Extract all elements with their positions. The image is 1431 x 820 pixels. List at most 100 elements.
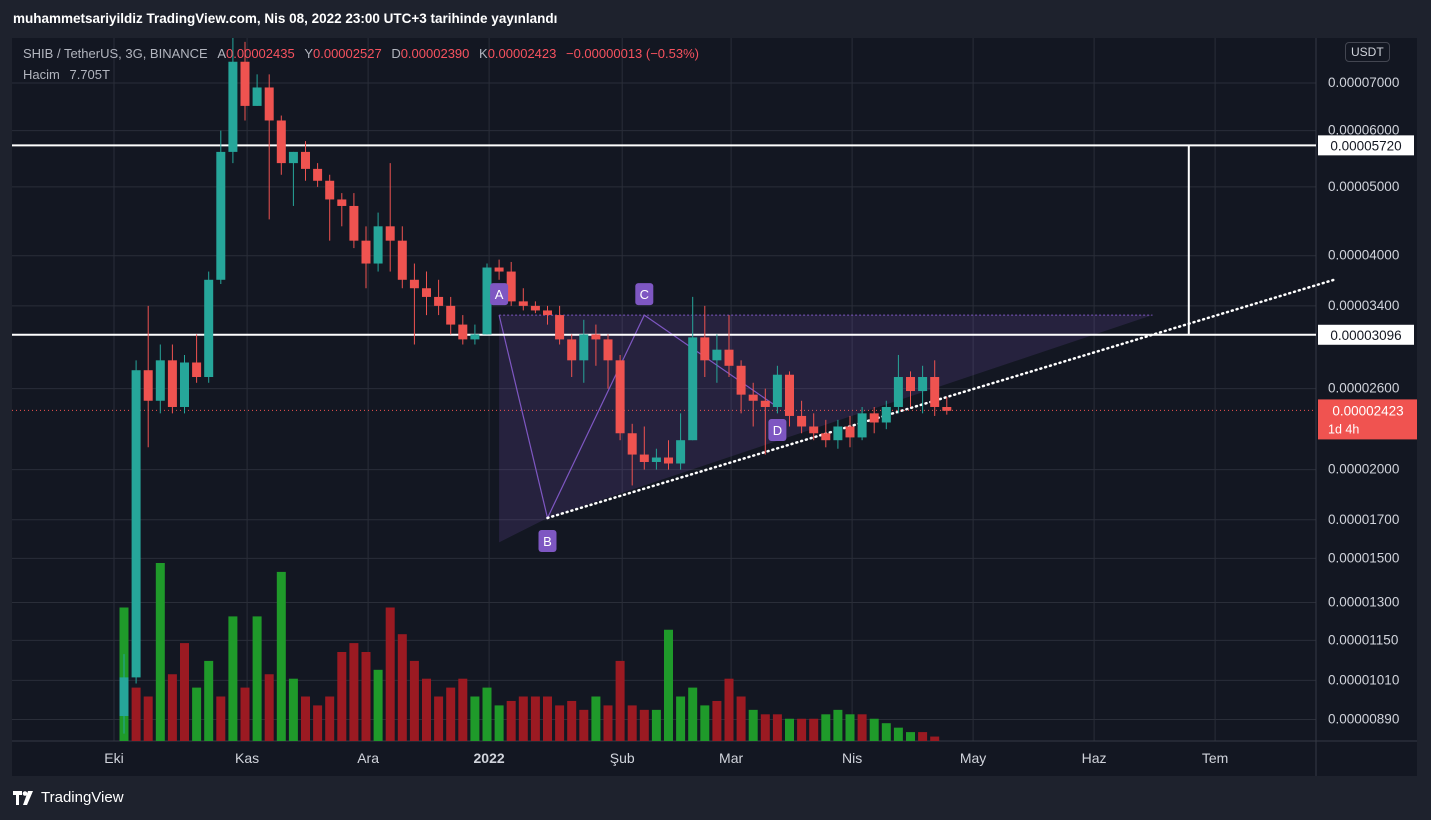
candle-body: [276, 120, 286, 164]
candle-body: [155, 360, 165, 401]
volume-bar: [724, 678, 734, 741]
pattern-label-box: [768, 418, 787, 441]
x-tick-label: Eki: [104, 750, 123, 766]
candle-body: [204, 279, 214, 378]
volume-bar: [409, 660, 419, 741]
volume-bar: [833, 709, 843, 741]
volume-bar: [446, 687, 456, 741]
y-tick-label: 0.00002000: [1328, 462, 1399, 477]
candle-body: [857, 413, 867, 438]
volume-bar: [349, 643, 359, 741]
candle-body: [470, 334, 480, 340]
candle-body: [918, 377, 928, 392]
volume-bar: [530, 696, 540, 741]
symbol-label[interactable]: SHIB / TetherUS, 3G, BINANCE: [23, 46, 208, 61]
candle-body: [809, 426, 819, 434]
volume-bar: [288, 678, 298, 741]
y-tick-label: 0.00001300: [1328, 595, 1399, 610]
candle-body: [724, 349, 734, 366]
candle-body: [216, 151, 226, 280]
candle-body: [700, 337, 710, 361]
candle-body: [337, 199, 347, 206]
level-price-badge: [1318, 324, 1414, 345]
volume-bar: [216, 696, 226, 741]
candle-body: [192, 362, 202, 378]
x-tick-label: Tem: [1202, 750, 1228, 766]
candle-body: [785, 374, 794, 416]
triangle-pattern-area: [499, 315, 1153, 543]
candle-body: [736, 365, 746, 395]
pattern-point-d: D: [768, 418, 787, 441]
candle-body: [797, 415, 807, 427]
candle-body: [409, 279, 419, 289]
level-price-label: 0.00003096: [1330, 328, 1401, 343]
candle-body: [361, 240, 371, 264]
last-price-badge: [1318, 399, 1417, 440]
volume-bar: [821, 714, 831, 741]
candle-body: [942, 406, 952, 411]
volume-bar: [422, 678, 431, 741]
candle-body: [313, 168, 323, 181]
volume-bar: [543, 696, 552, 741]
candle-body: [748, 394, 758, 401]
x-tick-label: Kas: [235, 750, 259, 766]
brand-name: TradingView: [41, 789, 124, 806]
pattern-label-text: C: [640, 287, 649, 302]
volume-bar: [809, 718, 819, 741]
tradingview-logo-icon: [13, 790, 35, 805]
pattern-point-c: C: [635, 283, 654, 306]
candle-body: [821, 433, 831, 441]
candle-body: [301, 151, 310, 169]
candle-body: [906, 377, 915, 392]
volume-bar: [167, 674, 177, 741]
volume-bar: [664, 629, 673, 741]
candle-body: [651, 457, 661, 462]
volume-bar: [688, 687, 698, 741]
bar-countdown-label: 1d 4h: [1328, 422, 1359, 436]
pattern-point-b: B: [538, 529, 557, 552]
y-tick-label: 0.00001010: [1328, 672, 1399, 687]
publication-header: muhammetsariyildiz TradingView.com, Nis …: [13, 11, 558, 26]
volume-bar: [264, 674, 274, 741]
volume-bar: [434, 696, 444, 741]
chart-panel[interactable]: 0.00007000 0.00006000 0.00005000 0.00004000…: [12, 38, 1417, 776]
volume-value: 7.705T: [69, 67, 110, 82]
pattern-label-box: [635, 283, 654, 306]
candle-body: [446, 305, 456, 325]
candle-body: [615, 360, 625, 434]
volume-bar: [397, 634, 407, 741]
candle-body: [518, 301, 528, 306]
high-label: Y: [304, 46, 313, 61]
volume-bar: [579, 709, 589, 741]
candle-body: [349, 205, 359, 241]
volume-bar: [712, 700, 722, 741]
close-value: 0.00002423: [487, 46, 557, 61]
change-value: −0.00000013 (−0.53%): [566, 46, 699, 61]
volume-bar: [603, 705, 613, 741]
x-tick-label: Mar: [719, 750, 743, 766]
volume-label: Hacim: [23, 67, 60, 82]
candle-body: [482, 267, 492, 335]
candle-body: [119, 677, 129, 717]
candle-body: [676, 440, 686, 464]
volume-bar: [385, 607, 395, 741]
volume-bar: [228, 616, 238, 741]
volume-bar: [615, 660, 625, 741]
price-chart[interactable]: 0.00007000 0.00006000 0.00005000 0.00004000…: [12, 38, 1417, 776]
high-value: 0.00002527: [313, 46, 382, 61]
low-label: D: [391, 46, 401, 61]
abcd-pattern-line: [498, 314, 778, 520]
volume-bar: [930, 736, 940, 741]
y-tick-label: 0.00001700: [1328, 512, 1399, 527]
candle-body: [664, 457, 673, 464]
volume-bar: [325, 696, 335, 741]
volume-bar: [180, 643, 189, 741]
volume-bar: [700, 705, 710, 741]
volume-bar: [192, 687, 202, 741]
currency-unit-button[interactable]: USDT: [1345, 42, 1390, 62]
volume-bar: [361, 652, 371, 741]
volume-bar: [893, 727, 903, 741]
candle-body: [264, 87, 274, 121]
candle-body: [397, 240, 407, 280]
ascending-trendline: [546, 278, 1336, 520]
